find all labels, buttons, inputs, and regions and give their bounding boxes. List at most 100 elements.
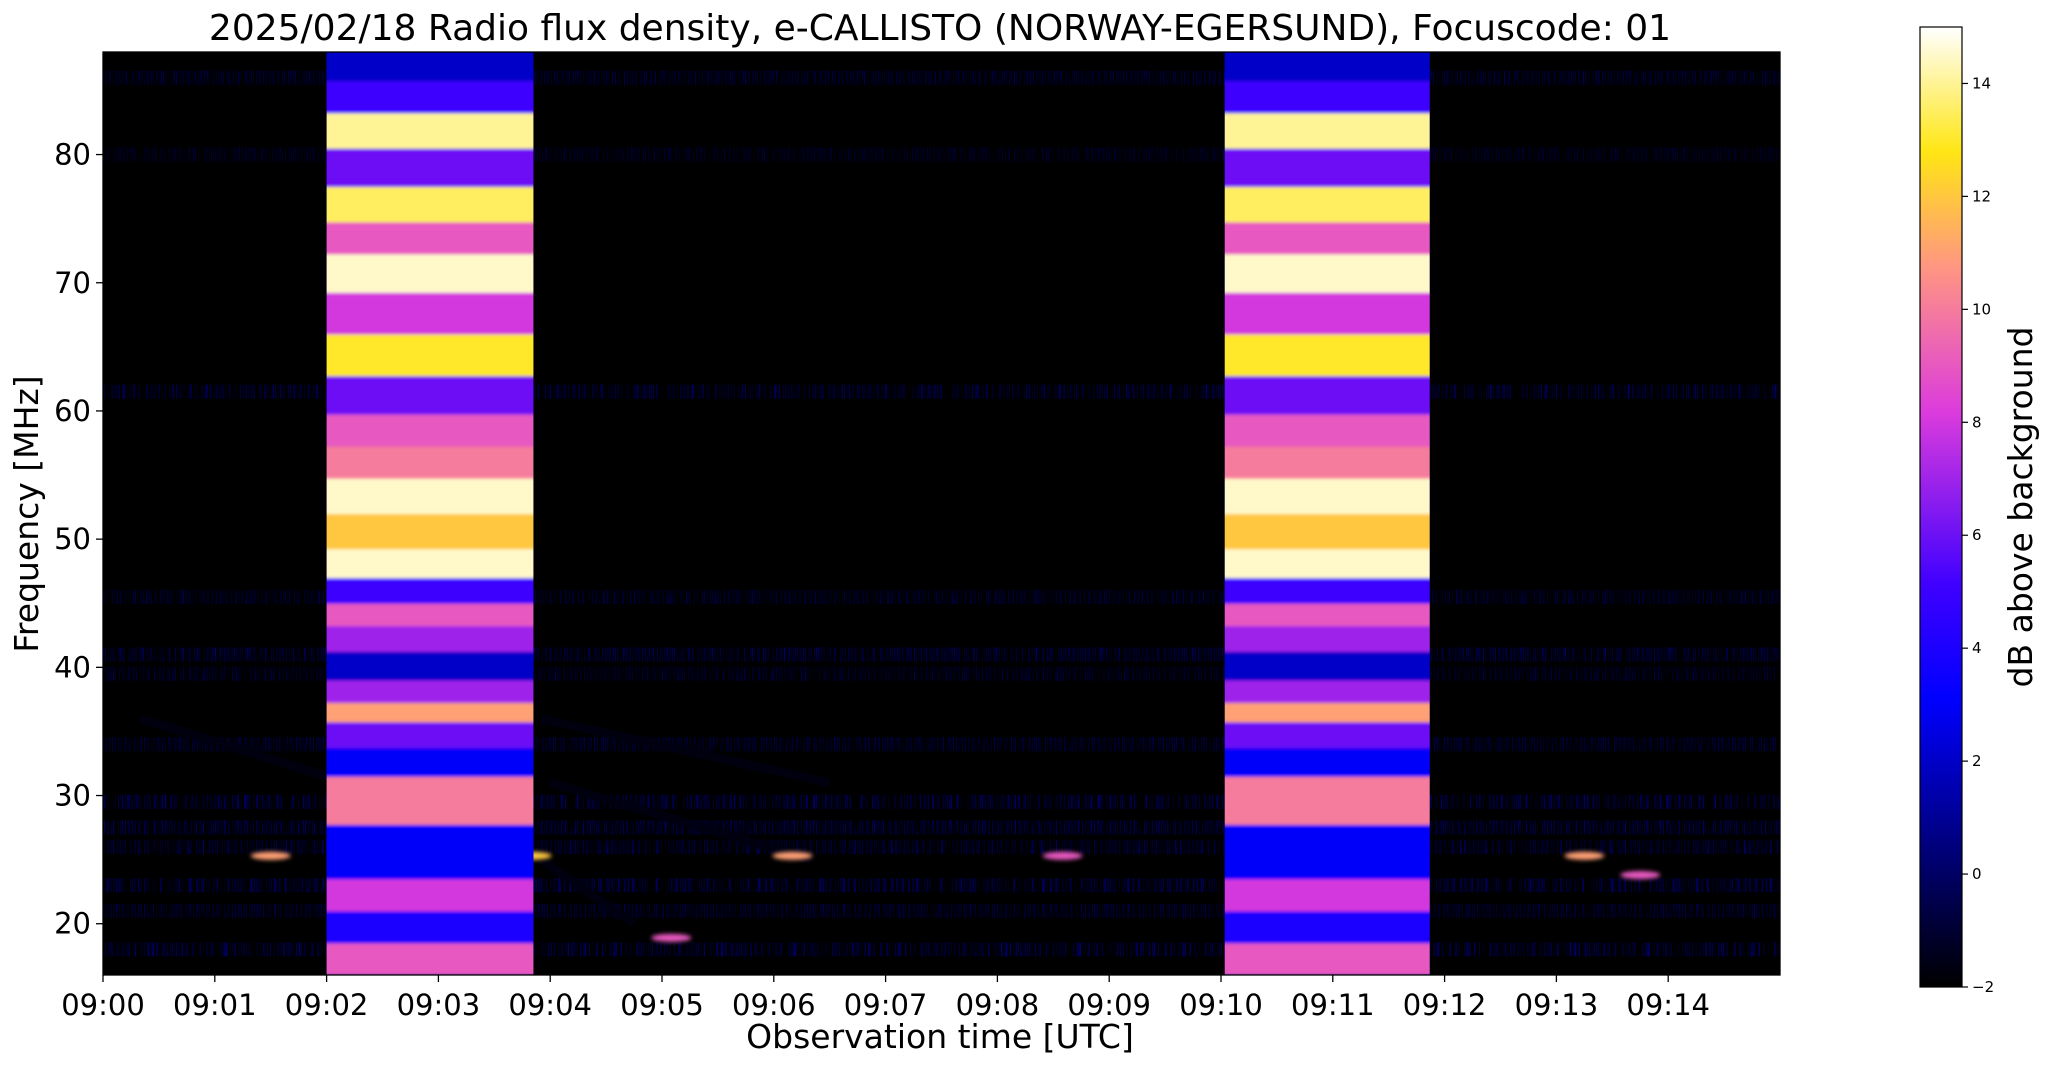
calibration-band [326, 878, 534, 912]
colorbar-tick-label: 2 [1972, 752, 1982, 770]
calibration-band [1224, 603, 1430, 627]
colorbar-tick-label: 12 [1972, 187, 1991, 205]
x-tick-label: 09:10 [1179, 988, 1263, 1022]
interference-streak [539, 714, 831, 788]
y-axis: 20 30 40 50 60 70 80 [54, 138, 103, 941]
calibration-band [1224, 186, 1430, 223]
colorbar-tick-label: 4 [1972, 639, 1982, 657]
chart-title: 2025/02/18 Radio flux density, e-CALLIST… [209, 8, 1671, 49]
burst-spot [250, 851, 291, 860]
calibration-band [326, 446, 534, 479]
calibration-band [326, 942, 534, 975]
y-tick-label: 60 [54, 394, 91, 428]
interference-streaks [138, 714, 831, 928]
calibration-band [326, 776, 534, 825]
x-tick-label: 09:00 [61, 988, 145, 1022]
x-tick-label: 09:14 [1626, 988, 1710, 1022]
calibration-band [326, 334, 534, 377]
colorbar-ticks: −2 0 2 4 6 8 10 12 14 [1962, 74, 1994, 996]
x-tick-label: 09:03 [397, 988, 481, 1022]
calibration-band [1224, 548, 1430, 579]
calibration-band [1224, 776, 1430, 825]
calibration-band [1224, 52, 1430, 82]
colorbar-tick-label: 0 [1972, 865, 1982, 883]
plot-frame [102, 51, 1781, 976]
calibration-band [1224, 292, 1430, 335]
burst-spot [1564, 851, 1605, 860]
burst-spot [1620, 871, 1661, 880]
y-tick-label: 30 [54, 779, 91, 813]
calibration-band [1224, 625, 1430, 652]
calibration-band [326, 910, 534, 944]
calibration-band [1224, 878, 1430, 912]
calibration-band [1224, 414, 1430, 447]
y-tick-label: 40 [54, 650, 91, 684]
calibration-band [1224, 80, 1430, 114]
y-tick-label: 70 [54, 266, 91, 300]
calibration-band [326, 292, 534, 335]
colorbar-tick-label: 6 [1972, 526, 1982, 544]
calibration-band [326, 253, 534, 293]
calibration-block [1224, 52, 1430, 975]
calibration-band [326, 548, 534, 579]
calibration-band [1224, 680, 1430, 704]
x-axis-label: Observation time [UTC] [746, 1017, 1134, 1056]
y-tick-label: 50 [54, 522, 91, 556]
interference-streak [548, 778, 813, 864]
calibration-band [1224, 824, 1430, 880]
y-tick-label: 20 [54, 907, 91, 941]
interference-streak [138, 714, 328, 781]
colorbar-tick-label: −2 [1972, 978, 1994, 996]
burst-spot [1042, 851, 1083, 860]
y-tick-label: 80 [54, 138, 91, 172]
calibration-band [326, 52, 534, 82]
calibration-band [1224, 112, 1430, 149]
x-tick-label: 09:09 [1067, 988, 1151, 1022]
x-tick-label: 09:02 [285, 988, 369, 1022]
colorbar-gradient [1919, 26, 1963, 988]
calibration-band [326, 221, 534, 255]
calibration-band [1224, 747, 1430, 777]
calibration-band [326, 625, 534, 652]
calibration-band [1224, 702, 1430, 723]
colorbar-tick-label: 14 [1972, 74, 1991, 92]
calibration-band [1224, 148, 1430, 188]
interference-streak [538, 855, 637, 928]
burst-spot [651, 933, 692, 942]
x-tick-label: 09:08 [956, 988, 1040, 1022]
x-tick-label: 09:01 [173, 988, 257, 1022]
calibration-band [1224, 478, 1430, 514]
calibration-band [1224, 513, 1430, 550]
calibration-band [1224, 446, 1430, 479]
x-tick-label: 09:12 [1403, 988, 1487, 1022]
x-tick-label: 09:13 [1515, 988, 1599, 1022]
calibration-band [326, 513, 534, 550]
calibration-block [326, 52, 534, 975]
calibration-band [1224, 221, 1430, 255]
x-tick-label: 09:11 [1291, 988, 1375, 1022]
colorbar-tick-label: 8 [1972, 413, 1982, 431]
x-axis: 09:00 09:01 09:02 09:03 09:04 09:05 09:06 09:07… [61, 975, 1710, 1022]
calibration-band [1224, 334, 1430, 377]
calibration-band [326, 80, 534, 114]
calibration-band [326, 721, 534, 748]
calibration-band [1224, 910, 1430, 944]
x-tick-label: 09:06 [732, 988, 816, 1022]
calibration-band [326, 603, 534, 627]
calibration-band [1224, 651, 1430, 681]
calibration-band [326, 478, 534, 514]
calibration-band [326, 577, 534, 604]
calibration-band [326, 186, 534, 223]
calibration-band [326, 375, 534, 415]
calibration-blocks [326, 52, 1430, 975]
calibration-band [326, 112, 534, 149]
x-tick-label: 09:07 [844, 988, 928, 1022]
calibration-band [1224, 942, 1430, 975]
calibration-band [326, 824, 534, 880]
calibration-band [326, 651, 534, 681]
plot-area [103, 52, 1780, 975]
calibration-band [1224, 375, 1430, 415]
calibration-band [1224, 721, 1430, 748]
calibration-band [326, 702, 534, 723]
burst-spot [772, 851, 813, 860]
